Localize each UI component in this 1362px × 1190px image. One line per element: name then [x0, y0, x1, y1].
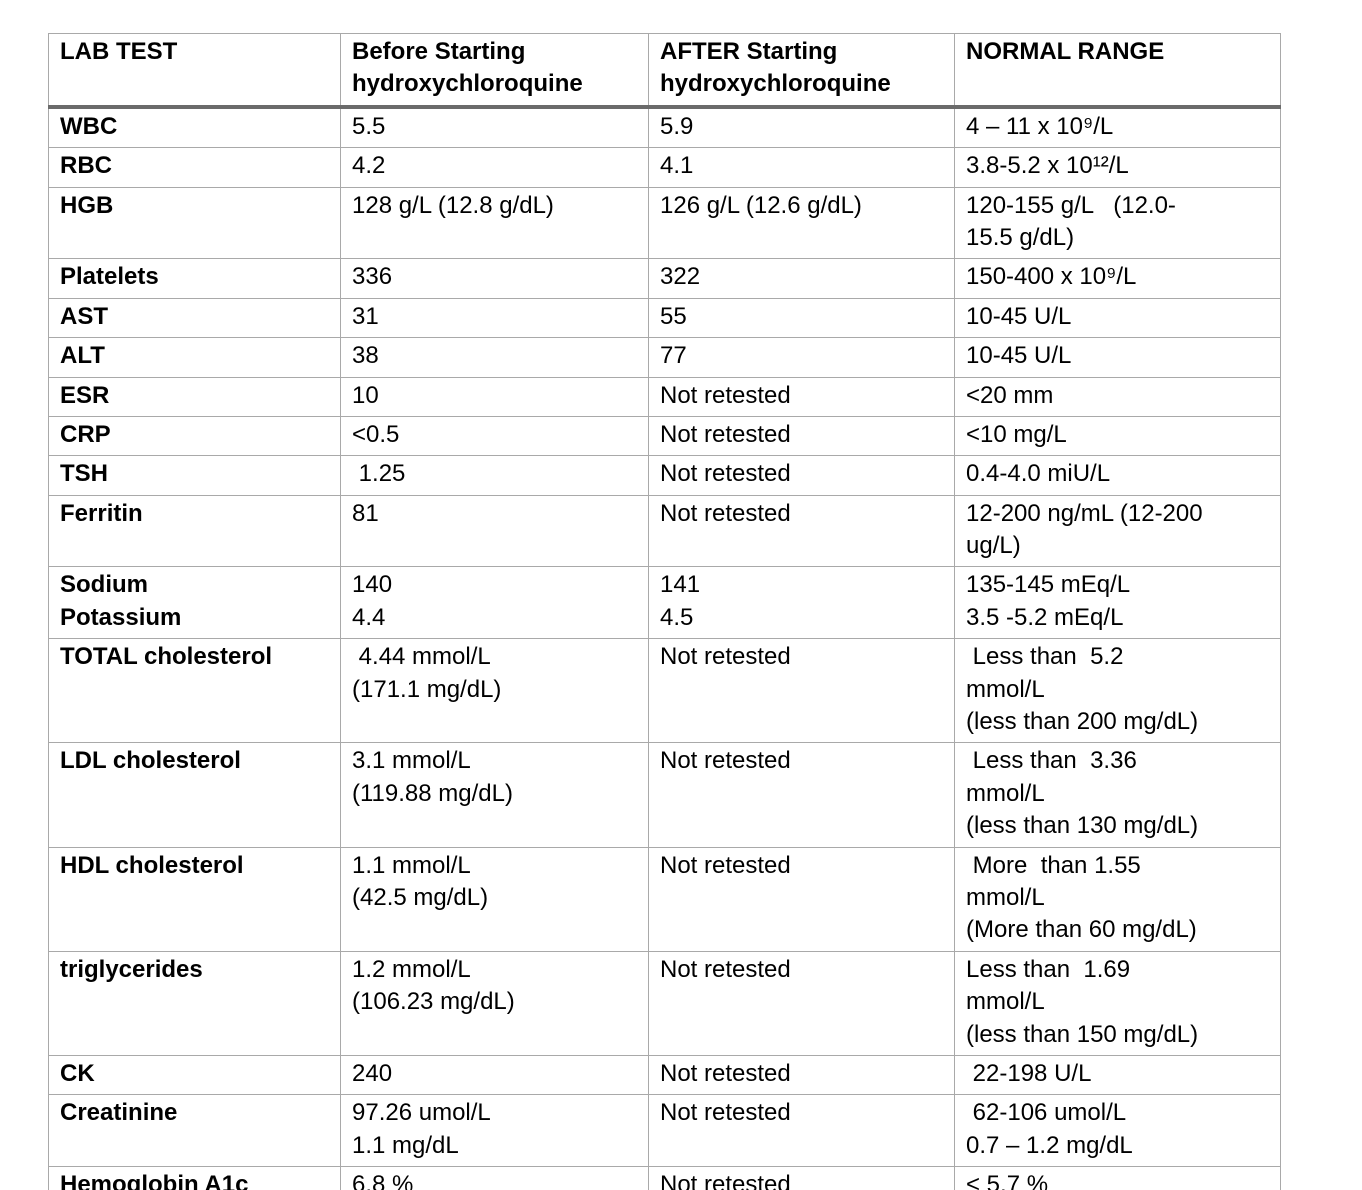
cell-before: 240: [340, 1054, 649, 1096]
table-row: RBC 4.2 4.1 3.8-5.2 x 10¹²/L: [48, 147, 1281, 188]
cell-before: 10: [340, 376, 649, 417]
cell-normal: 0.4-4.0 miU/L: [954, 455, 1281, 496]
cell-before: 5.5: [340, 106, 649, 149]
cell-normal: 22-198 U/L: [954, 1054, 1281, 1096]
cell-test: CRP: [48, 415, 341, 457]
cell-normal: 135-145 mEq/L 3.5 -5.2 mEq/L: [954, 566, 1281, 640]
table-row: HGB 128 g/L (12.8 g/dL) 126 g/L (12.6 g/dL…: [48, 186, 1281, 260]
cell-test: ESR: [48, 376, 341, 417]
table-row: Platelets 336 322 150-400 x 10⁹/L: [48, 258, 1281, 299]
cell-after: Not retested: [648, 950, 955, 1056]
cell-after: 322: [648, 258, 955, 299]
table-row: Hemoglobin A1c 6.8 % Not retested < 5.7 %: [48, 1166, 1281, 1190]
cell-before: 81: [340, 494, 649, 568]
cell-test: AST: [48, 297, 341, 339]
cell-test: LDL cholesterol: [48, 742, 341, 848]
cell-after: 4.1: [648, 147, 955, 188]
header-row: LAB TEST Before Starting hydroxychloroqu…: [48, 32, 1281, 109]
cell-normal: 12-200 ng/mL (12-200 ug/L): [954, 494, 1281, 568]
table-body: WBC 5.5 5.9 4 – 11 x 10⁹/L RBC 4.2 4.1 3.8-5.2 …: [48, 106, 1281, 1190]
cell-before: 3.1 mmol/L (119.88 mg/dL): [340, 742, 649, 848]
cell-before: 140 4.4: [340, 566, 649, 640]
cell-before: 4.2: [340, 147, 649, 188]
col-header-lab-test: LAB TEST: [48, 32, 341, 109]
cell-test: Platelets: [48, 258, 341, 299]
cell-after: Not retested: [648, 1166, 955, 1190]
cell-test: Sodium Potassium: [48, 566, 341, 640]
cell-before: 38: [340, 337, 649, 378]
lab-results-table: LAB TEST Before Starting hydroxychloroqu…: [48, 32, 1281, 1190]
cell-before: 1.25: [340, 455, 649, 496]
cell-before: 6.8 %: [340, 1166, 649, 1190]
table-row: Creatinine 97.26 umol/L 1.1 mg/dL Not rete…: [48, 1094, 1281, 1168]
cell-before: 31: [340, 297, 649, 339]
cell-after: 55: [648, 297, 955, 339]
cell-normal: 3.8-5.2 x 10¹²/L: [954, 147, 1281, 188]
cell-after: 5.9: [648, 106, 955, 149]
cell-normal: 4 – 11 x 10⁹/L: [954, 106, 1281, 149]
cell-before: 128 g/L (12.8 g/dL): [340, 186, 649, 260]
cell-normal: 150-400 x 10⁹/L: [954, 258, 1281, 299]
table-row: TOTAL cholesterol 4.44 mmol/L (171.1 mg/…: [48, 638, 1281, 744]
cell-test: Ferritin: [48, 494, 341, 568]
cell-after: Not retested: [648, 494, 955, 568]
table-row: WBC 5.5 5.9 4 – 11 x 10⁹/L: [48, 106, 1281, 149]
cell-after: Not retested: [648, 638, 955, 744]
table-row: CRP <0.5 Not retested <10 mg/L: [48, 415, 1281, 457]
cell-after: Not retested: [648, 455, 955, 496]
cell-normal: < 5.7 %: [954, 1166, 1281, 1190]
col-header-before: Before Starting hydroxychloroquine: [340, 32, 649, 109]
cell-test: triglycerides: [48, 950, 341, 1056]
table-row: Sodium Potassium 140 4.4 141 4.5 135-145 mE…: [48, 566, 1281, 640]
cell-test: Creatinine: [48, 1094, 341, 1168]
cell-test: TOTAL cholesterol: [48, 638, 341, 744]
table-row: LDL cholesterol 3.1 mmol/L (119.88 mg/dL)…: [48, 742, 1281, 848]
cell-normal: 62-106 umol/L 0.7 – 1.2 mg/dL: [954, 1094, 1281, 1168]
table-row: triglycerides 1.2 mmol/L (106.23 mg/dL) No…: [48, 950, 1281, 1056]
cell-after: Not retested: [648, 415, 955, 457]
table-row: HDL cholesterol 1.1 mmol/L (42.5 mg/dL) No…: [48, 846, 1281, 952]
col-header-normal-range: NORMAL RANGE: [954, 32, 1281, 109]
cell-test: HGB: [48, 186, 341, 260]
cell-normal: <20 mm: [954, 376, 1281, 417]
cell-test: CK: [48, 1054, 341, 1096]
cell-normal: 10-45 U/L: [954, 337, 1281, 378]
cell-test: Hemoglobin A1c: [48, 1166, 341, 1190]
cell-normal: More than 1.55 mmol/L (More than 60 mg/d…: [954, 846, 1281, 952]
cell-after: 77: [648, 337, 955, 378]
table-row: Ferritin 81 Not retested 12-200 ng/mL (12-2…: [48, 494, 1281, 568]
col-header-after: AFTER Starting hydroxychloroquine: [648, 32, 955, 109]
cell-before: 97.26 umol/L 1.1 mg/dL: [340, 1094, 649, 1168]
cell-normal: Less than 1.69 mmol/L (less than 150 mg/…: [954, 950, 1281, 1056]
cell-normal: 10-45 U/L: [954, 297, 1281, 339]
cell-before: 1.2 mmol/L (106.23 mg/dL): [340, 950, 649, 1056]
cell-normal: Less than 3.36 mmol/L (less than 130 mg/…: [954, 742, 1281, 848]
cell-after: Not retested: [648, 1094, 955, 1168]
cell-test: HDL cholesterol: [48, 846, 341, 952]
table-row: TSH 1.25 Not retested 0.4-4.0 miU/L: [48, 455, 1281, 496]
cell-before: 1.1 mmol/L (42.5 mg/dL): [340, 846, 649, 952]
cell-before: <0.5: [340, 415, 649, 457]
cell-normal: Less than 5.2 mmol/L (less than 200 mg/d…: [954, 638, 1281, 744]
cell-normal: 120-155 g/L (12.0- 15.5 g/dL): [954, 186, 1281, 260]
cell-before: 336: [340, 258, 649, 299]
cell-after: Not retested: [648, 742, 955, 848]
table-row: ESR 10 Not retested <20 mm: [48, 376, 1281, 417]
cell-after: 126 g/L (12.6 g/dL): [648, 186, 955, 260]
cell-test: WBC: [48, 106, 341, 149]
cell-after: Not retested: [648, 376, 955, 417]
cell-test: ALT: [48, 337, 341, 378]
table-row: CK 240 Not retested 22-198 U/L: [48, 1054, 1281, 1096]
table-row: AST 31 55 10-45 U/L: [48, 297, 1281, 339]
cell-after: Not retested: [648, 846, 955, 952]
cell-test: RBC: [48, 147, 341, 188]
cell-normal: <10 mg/L: [954, 415, 1281, 457]
cell-test: TSH: [48, 455, 341, 496]
cell-after: 141 4.5: [648, 566, 955, 640]
cell-after: Not retested: [648, 1054, 955, 1096]
table-row: ALT 38 77 10-45 U/L: [48, 337, 1281, 378]
table-header: LAB TEST Before Starting hydroxychloroqu…: [48, 32, 1281, 109]
cell-before: 4.44 mmol/L (171.1 mg/dL): [340, 638, 649, 744]
